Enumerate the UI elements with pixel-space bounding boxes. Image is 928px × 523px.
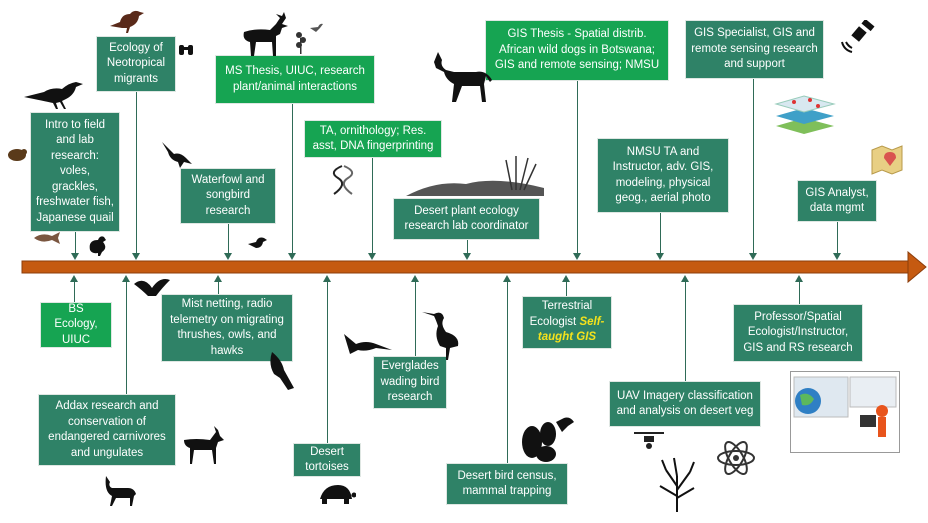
box-professor: Professor/Spatial Ecologist/Instructor, … [733, 304, 863, 362]
hummingbird-icon [310, 23, 323, 32]
box-gis-analyst-text: GIS Analyst, data mgmt [805, 186, 869, 215]
box-gis-specialist-text: GIS Specialist, GIS and remote sensing r… [691, 27, 818, 71]
fish-icon [34, 232, 60, 244]
box-ms-thesis-text: MS Thesis, UIUC, research plant/animal i… [225, 65, 365, 93]
gis-workstation-icon [790, 371, 900, 453]
box-neotropical-migrants: Ecology of Neotropical migrants [96, 36, 176, 92]
box-nmsu-ta-text: NMSU TA and Instructor, adv. GIS, modeli… [612, 145, 714, 205]
box-intro-field-lab: Intro to field and lab research: voles, … [30, 112, 120, 232]
box-ta-ornithology-text: TA, ornithology; Res. asst, DNA fingerpr… [312, 124, 434, 153]
box-gis-analyst: GIS Analyst, data mgmt [797, 180, 877, 222]
wolf-icon [105, 476, 136, 506]
desert-vegetation-icon [406, 156, 544, 196]
ibis-icon [344, 334, 392, 354]
box-terrestrial-ecologist-text: Terrestrial Ecologist Self-taught GIS [528, 299, 606, 346]
box-gis-specialist: GIS Specialist, GIS and remote sensing r… [685, 20, 824, 79]
box-waterfowl-songbird-text: Waterfowl and songbird research [191, 173, 265, 217]
box-bs-ecology: BS Ecology, UIUC [40, 302, 112, 348]
survey-icon [841, 20, 875, 53]
box-mist-netting: Mist netting, radio telemetry on migrati… [161, 294, 293, 362]
owl-icon [134, 279, 170, 296]
box-uav-imagery: UAV Imagery classification and analysis … [609, 381, 761, 427]
quail-icon [89, 236, 106, 256]
plant-icon [296, 32, 306, 54]
box-nmsu-ta: NMSU TA and Instructor, adv. GIS, modeli… [597, 138, 729, 213]
hawk-icon [270, 352, 294, 390]
map-icon [871, 145, 903, 175]
box-waterfowl-songbird: Waterfowl and songbird research [180, 168, 276, 224]
songbird-icon [110, 10, 144, 33]
tortoise-icon [320, 485, 356, 504]
box-mist-netting-text: Mist netting, radio telemetry on migrati… [170, 298, 284, 357]
box-desert-plant-ecology: Desert plant ecology research lab coordi… [393, 198, 540, 240]
box-addax-research-text: Addax research and conservation of endan… [48, 400, 166, 459]
cactus-wren-icon [522, 417, 574, 462]
atom-icon [717, 441, 755, 475]
heron-icon [422, 312, 459, 360]
gis-layers-icon [774, 95, 836, 134]
box-bs-ecology-text: BS Ecology, UIUC [54, 302, 98, 346]
box-intro-field-lab-text: Intro to field and lab research: voles, … [36, 118, 114, 224]
box-professor-text: Professor/Spatial Ecologist/Instructor, … [743, 310, 853, 354]
box-everglades-wading-text: Everglades wading bird research [380, 360, 440, 404]
box-terrestrial-ecologist: Terrestrial Ecologist Self-taught GIS [522, 296, 612, 349]
wild-dog-icon [434, 52, 492, 102]
box-ta-ornithology: TA, ornithology; Res. asst, DNA fingerpr… [304, 120, 442, 158]
box-addax-research: Addax research and conservation of endan… [38, 394, 176, 466]
small-bird-icon [248, 237, 267, 248]
box-desert-bird-census: Desert bird census, mammal trapping [446, 463, 568, 505]
box-uav-imagery-text: UAV Imagery classification and analysis … [616, 389, 754, 418]
drone-icon [634, 432, 664, 449]
elk-icon [243, 12, 288, 56]
box-everglades-wading: Everglades wading bird research [373, 356, 447, 409]
box-gis-thesis-text: GIS Thesis - Spatial distrib. African wi… [494, 28, 660, 72]
box-gis-thesis: GIS Thesis - Spatial distrib. African wi… [485, 20, 669, 81]
box-desert-plant-ecology-text: Desert plant ecology research lab coordi… [404, 204, 529, 233]
box-desert-bird-census-text: Desert bird census, mammal trapping [457, 469, 557, 498]
timeline-arrow [21, 250, 927, 284]
addax-icon [184, 426, 224, 464]
binoculars-icon [179, 45, 193, 55]
vole-icon [8, 149, 27, 161]
box-desert-tortoises: Desert tortoises [293, 443, 361, 477]
dna-icon [332, 165, 354, 195]
grackle-icon [24, 82, 83, 109]
box-neotropical-migrants-text: Ecology of Neotropical migrants [106, 41, 166, 85]
shrub-icon [659, 457, 695, 512]
goose-icon [162, 142, 192, 168]
box-ms-thesis: MS Thesis, UIUC, research plant/animal i… [215, 55, 375, 104]
box-desert-tortoises-text: Desert tortoises [305, 445, 349, 474]
terrestrial-ecologist-label: Terrestrial Ecologist [529, 300, 593, 328]
self-taught-gis-highlight: Self-taught GIS [537, 315, 605, 344]
